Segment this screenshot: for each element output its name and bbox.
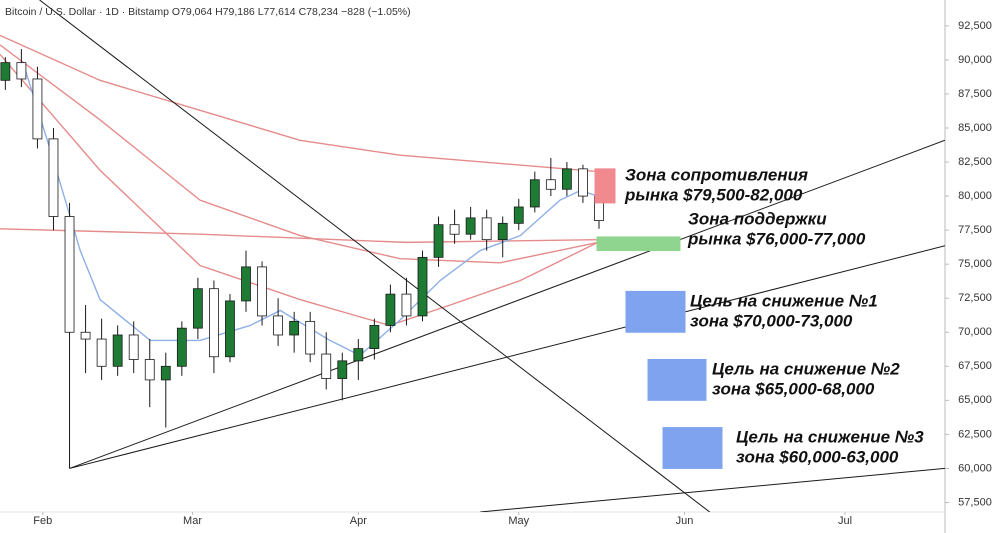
y-tick-label: 80,000	[958, 190, 992, 202]
candle-body	[578, 168, 588, 197]
candle-body	[497, 222, 508, 241]
y-tick-label: 87,500	[958, 88, 992, 100]
trendline	[39, 0, 710, 512]
zone-label: Цель на снижение №1	[690, 291, 878, 310]
zone-label: зона $70,000-73,000	[690, 311, 853, 330]
candle-body	[305, 320, 316, 355]
zone	[625, 290, 686, 333]
y-tick-label: 92,500	[958, 20, 992, 32]
candle-body	[529, 179, 540, 208]
y-tick-label: 77,500	[958, 224, 992, 236]
candle-body	[209, 288, 219, 358]
zone-label: Цель на снижение №2	[712, 359, 900, 378]
zone	[594, 168, 616, 204]
moving-average	[0, 54, 599, 327]
candle-body	[241, 266, 251, 302]
candle-body	[144, 359, 155, 381]
candle-body	[401, 293, 412, 317]
candle-body	[0, 62, 11, 81]
x-tick-label: Jul	[838, 515, 852, 527]
y-tick-label: 60,000	[958, 462, 992, 474]
candle-body	[513, 206, 524, 224]
candle-body	[481, 217, 492, 241]
x-tick-label: Feb	[33, 515, 52, 527]
candle-body	[32, 78, 43, 140]
candle-body	[417, 256, 428, 317]
y-tick-label: 85,000	[958, 122, 992, 134]
plot-area	[0, 0, 945, 512]
zone	[662, 427, 723, 469]
moving-average	[0, 44, 599, 264]
candle-body	[545, 179, 556, 190]
candle-body	[225, 300, 235, 358]
zone-label: зона $65,000-68,000	[712, 379, 875, 398]
candle-body	[128, 334, 139, 360]
candle-body	[160, 365, 171, 381]
y-tick-label: 70,000	[958, 326, 992, 338]
y-tick-label: 57,500	[958, 496, 992, 508]
zone-label: Зона сопротивления	[625, 165, 808, 184]
candle-body	[385, 293, 396, 326]
moving-average	[0, 228, 598, 244]
x-tick-label: Mar	[183, 515, 202, 527]
candle-body	[176, 327, 187, 367]
y-tick-label: 90,000	[958, 54, 992, 66]
trendline	[480, 467, 945, 512]
y-tick-label: 82,500	[958, 156, 992, 168]
candle-body	[273, 315, 283, 336]
candle-body	[96, 338, 107, 367]
zone	[647, 358, 707, 401]
candle-body	[353, 348, 364, 362]
candle-body	[16, 62, 27, 80]
trendline	[69, 139, 945, 469]
candle-body	[64, 216, 75, 333]
y-tick-label: 72,500	[958, 292, 992, 304]
y-tick-label: 67,500	[958, 360, 992, 372]
x-tick-label: May	[508, 515, 529, 527]
moving-average	[0, 34, 598, 173]
candle-body	[337, 360, 348, 379]
y-tick-label: 75,000	[958, 258, 992, 270]
zone-label: Зона поддержки	[688, 209, 827, 228]
zone-label: рынка $79,500-82,000	[624, 185, 803, 204]
candle-body	[112, 334, 123, 367]
zone-label: зона $60,000-63,000	[736, 447, 899, 466]
candle-body	[433, 224, 444, 258]
zone-label: рынка $76,000-77,000	[687, 229, 866, 248]
candle-body	[48, 138, 59, 217]
candle-body	[321, 353, 332, 379]
candle-body	[369, 325, 380, 349]
zone	[596, 236, 681, 252]
candle-body	[192, 288, 203, 329]
candle-body	[449, 224, 460, 235]
zone-label: Цель на снижение №3	[736, 427, 924, 446]
candle-body	[289, 320, 300, 336]
trendline	[69, 245, 945, 469]
candle-body	[465, 217, 476, 235]
y-tick-label: 62,500	[958, 428, 992, 440]
x-tick-label: Jun	[676, 515, 694, 527]
chart-title: Bitcoin / U.S. Dollar · 1D · Bitstamp O7…	[5, 6, 411, 18]
y-tick-label: 65,000	[958, 394, 992, 406]
candle-body	[80, 331, 91, 340]
x-tick-label: Apr	[350, 515, 367, 527]
candle-body	[561, 168, 572, 190]
moving-average	[24, 69, 599, 357]
candle-body	[257, 266, 267, 317]
